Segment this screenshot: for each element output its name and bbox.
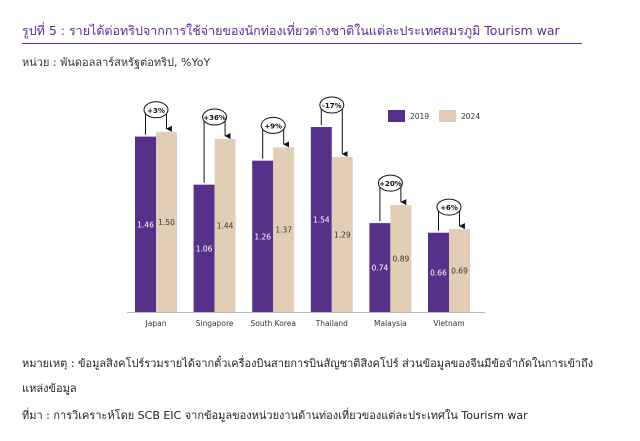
change-connector [203, 116, 209, 183]
data-label-2019: 1.06 [196, 244, 213, 253]
bar-2024 [449, 229, 470, 312]
legend-swatch-2024 [439, 110, 456, 122]
change-bubble [319, 96, 345, 114]
change-label: +36% [203, 114, 226, 122]
change-bubble [436, 198, 462, 216]
legend-label-2024: 2024 [461, 112, 480, 121]
data-label-2024: 0.69 [451, 267, 468, 276]
change-label: +20% [379, 180, 402, 188]
data-label-2019: 0.74 [372, 264, 389, 273]
change-label: +9% [264, 122, 282, 130]
change-bubble [377, 174, 403, 192]
data-label-2024: 1.29 [334, 231, 351, 240]
change-arrow [338, 104, 348, 158]
bar-2024 [390, 205, 412, 312]
change-label: +6% [440, 204, 458, 212]
chart-title: รูปที่ 5 : รายได้ต่อทริปจากการใช้จ่ายของ… [22, 23, 560, 38]
remark-line-1: หมายเหตุ : ข้อมูลสิงคโปร์รวมรายได้จากตั๋… [22, 357, 594, 370]
bar-2019 [135, 136, 156, 312]
change-label: -17% [322, 102, 342, 110]
data-label-2019: 1.46 [137, 220, 154, 229]
bar-2019 [193, 184, 215, 312]
source-note: ที่มา : การวิเคราะห์โดย SCB EIC จากข้อมู… [22, 409, 528, 422]
bar-2019 [310, 127, 332, 312]
x-tick-label: Vietnam [433, 319, 464, 328]
bar-2024 [214, 139, 236, 312]
data-label-2024: 1.37 [275, 226, 292, 235]
bar-2024 [156, 131, 177, 312]
bar-2019 [252, 160, 274, 312]
bar-2024 [331, 157, 353, 312]
change-label: +3% [147, 107, 165, 115]
x-tick-label: Japan [145, 319, 167, 328]
bar-2024 [273, 147, 295, 312]
legend-swatch-2019 [388, 110, 405, 122]
x-tick-label: Singapore [196, 319, 234, 328]
remark-line-2: แหล่งข้อมูล [22, 382, 77, 395]
data-label-2024: 1.50 [158, 218, 175, 227]
data-label-2024: 0.89 [393, 255, 410, 264]
change-bubble [260, 116, 286, 134]
bar-2019 [369, 223, 391, 312]
title-divider [22, 43, 582, 44]
change-bubble [143, 101, 169, 119]
x-tick-label: South Korea [250, 319, 295, 328]
bar-2019 [428, 232, 449, 312]
x-tick-label: Malaysia [374, 319, 407, 328]
data-label-2024: 1.44 [217, 222, 234, 231]
data-label-2019: 1.26 [254, 232, 271, 241]
data-label-2019: 1.54 [313, 216, 330, 225]
data-label-2019: 0.66 [430, 268, 447, 277]
change-bubble [202, 108, 228, 126]
unit-label: หน่วย : พันดอลลาร์สหรัฐต่อทริป, %YoY [22, 56, 211, 69]
legend-label-2019: 2019 [410, 112, 429, 121]
x-tick-label: Thailand [315, 319, 348, 328]
